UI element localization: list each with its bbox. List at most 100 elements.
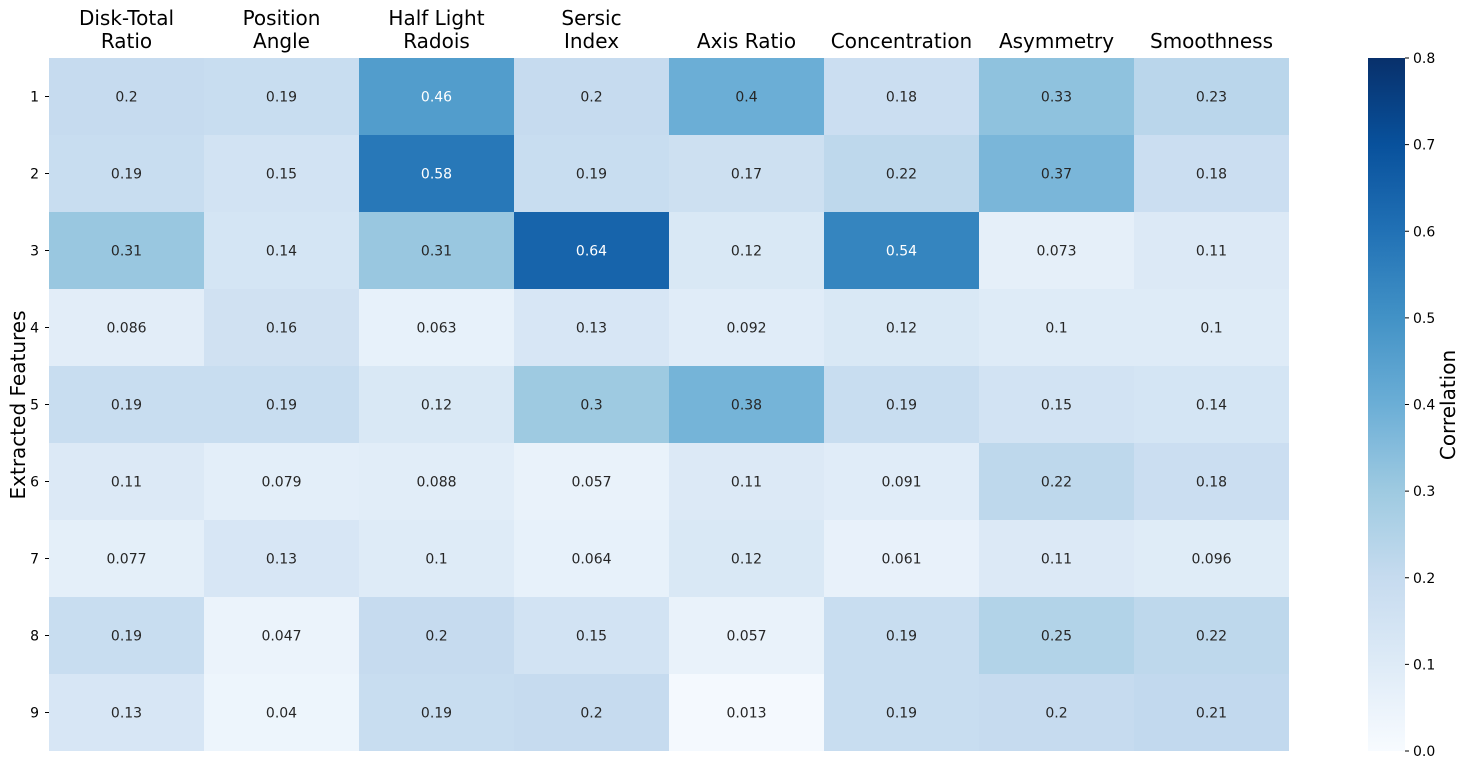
cell-value-label: 0.25	[1041, 629, 1072, 645]
heatmap-cell	[514, 520, 669, 597]
cell-value-label: 0.13	[576, 321, 607, 337]
cell-value-label: 0.21	[1196, 706, 1227, 722]
cell-value-label: 0.013	[726, 706, 766, 722]
cell-value-label: 0.12	[421, 398, 452, 414]
heatmap-cell	[1134, 597, 1289, 674]
heatmap-cell	[514, 443, 669, 520]
row-label: 3	[30, 244, 39, 260]
cell-value-label: 0.092	[726, 321, 766, 337]
heatmap-cell	[359, 674, 514, 751]
cell-value-label: 0.1	[1045, 321, 1067, 337]
row-label: 1	[30, 90, 39, 106]
heatmap-cell	[824, 520, 979, 597]
heatmap-cell	[359, 443, 514, 520]
cell-value-label: 0.33	[1041, 90, 1072, 106]
cell-value-label: 0.2	[115, 90, 137, 106]
column-label: Ratio	[101, 29, 152, 53]
cell-value-label: 0.19	[886, 398, 917, 414]
row-label: 2	[30, 167, 39, 183]
cell-value-label: 0.073	[1036, 244, 1076, 260]
cell-value-label: 0.1	[425, 552, 447, 568]
heatmap-cell	[49, 520, 204, 597]
heatmap-cell	[979, 135, 1134, 212]
cell-value-label: 0.057	[571, 475, 611, 491]
row-label: 5	[30, 398, 39, 414]
row-label: 6	[30, 475, 39, 491]
cell-value-label: 0.31	[111, 244, 142, 260]
heatmap-cell	[1134, 135, 1289, 212]
cell-value-label: 0.23	[1196, 90, 1227, 106]
column-label: Axis Ratio	[697, 29, 796, 53]
cell-value-label: 0.19	[576, 167, 607, 183]
heatmap-cell	[979, 366, 1134, 443]
heatmap-cell	[204, 212, 359, 289]
heatmap-cell	[669, 674, 824, 751]
column-label: Concentration	[831, 29, 972, 53]
cell-value-label: 0.077	[106, 552, 146, 568]
cell-value-label: 0.11	[111, 475, 142, 491]
cell-value-label: 0.37	[1041, 167, 1072, 183]
cell-value-label: 0.047	[261, 629, 301, 645]
colorbar-tick-label: 0.2	[1413, 571, 1435, 587]
heatmap-cell	[359, 597, 514, 674]
cell-value-label: 0.19	[266, 90, 297, 106]
heatmap-cell	[204, 520, 359, 597]
column-label: Index	[564, 29, 619, 53]
heatmap-cell	[49, 674, 204, 751]
heatmap-cell	[669, 289, 824, 366]
row-label: 4	[30, 321, 39, 337]
cell-value-label: 0.38	[731, 398, 762, 414]
colorbar-tick-label: 0.3	[1413, 484, 1435, 500]
heatmap-cell	[824, 674, 979, 751]
cell-value-label: 0.12	[731, 244, 762, 260]
cell-value-label: 0.54	[886, 244, 917, 260]
cell-value-label: 0.079	[261, 475, 301, 491]
heatmap-cell	[514, 597, 669, 674]
heatmap-cell	[204, 366, 359, 443]
heatmap-cell	[824, 135, 979, 212]
cell-value-label: 0.19	[111, 398, 142, 414]
colorbar-tick-label: 0.6	[1413, 224, 1435, 240]
heatmap-cell	[1134, 443, 1289, 520]
cell-value-label: 0.16	[266, 321, 297, 337]
cell-value-label: 0.091	[881, 475, 921, 491]
colorbar-tick-label: 0.4	[1413, 398, 1435, 414]
cell-value-label: 0.14	[266, 244, 297, 260]
cell-value-label: 0.46	[421, 90, 452, 106]
cell-value-label: 0.19	[266, 398, 297, 414]
column-label: Asymmetry	[999, 29, 1114, 53]
cell-value-label: 0.064	[571, 552, 611, 568]
heatmap-cell	[979, 58, 1134, 135]
cell-value-label: 0.22	[1196, 629, 1227, 645]
heatmap-cell	[514, 366, 669, 443]
y-axis-label: Extracted Features	[6, 311, 30, 500]
heatmap-cell	[979, 674, 1134, 751]
heatmap-cell	[1134, 674, 1289, 751]
heatmap-cell	[1134, 58, 1289, 135]
cell-value-label: 0.086	[106, 321, 146, 337]
heatmap-cell	[359, 212, 514, 289]
column-label: Position	[243, 6, 321, 30]
heatmap-cell	[359, 135, 514, 212]
heatmap-cell	[359, 58, 514, 135]
cell-value-label: 0.096	[1191, 552, 1231, 568]
cell-value-label: 0.58	[421, 167, 452, 183]
heatmap-cell	[824, 58, 979, 135]
row-labels: 1 2 3 4 5 6 7 8 9	[30, 90, 49, 722]
heatmap-cell	[204, 597, 359, 674]
cell-value-label: 0.14	[1196, 398, 1227, 414]
heatmap-cell	[824, 212, 979, 289]
cell-value-label: 0.04	[266, 706, 297, 722]
heatmap-cell	[669, 520, 824, 597]
heatmap-cell	[204, 58, 359, 135]
heatmap-cell	[514, 212, 669, 289]
heatmap-cell	[49, 289, 204, 366]
heatmap-cell	[979, 289, 1134, 366]
cell-value-label: 0.4	[735, 90, 757, 106]
heatmap-cell	[514, 674, 669, 751]
colorbar-ticks: 0.0 0.1 0.2 0.3 0.4 0.5 0.6 0.7 0.8	[1405, 51, 1435, 760]
heatmap-cell	[979, 443, 1134, 520]
heatmap-cell	[514, 58, 669, 135]
